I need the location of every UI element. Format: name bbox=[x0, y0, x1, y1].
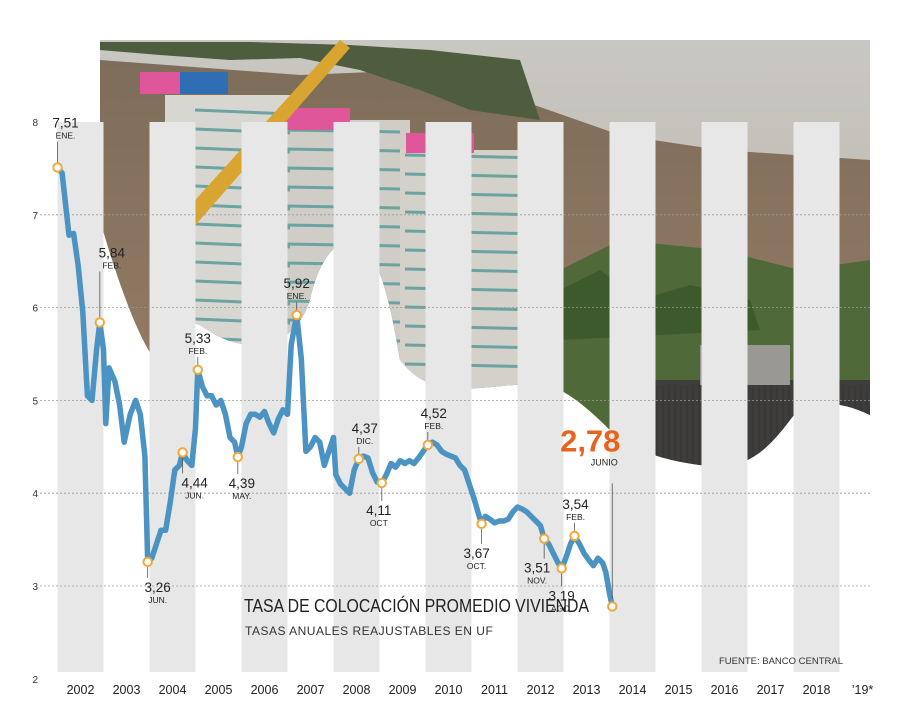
data-point-marker bbox=[94, 317, 106, 328]
x-tick-label: 2002 bbox=[67, 683, 95, 697]
annotation-label: MAY. bbox=[232, 491, 251, 501]
x-tick-label: 2004 bbox=[159, 683, 187, 697]
y-tick-label: 6 bbox=[32, 304, 38, 315]
data-point-marker bbox=[538, 533, 550, 544]
annotation-label: JUNIO bbox=[591, 457, 618, 467]
data-point-marker bbox=[607, 601, 618, 612]
annotation-label: DIC. bbox=[356, 436, 373, 446]
data-point-marker bbox=[569, 530, 580, 542]
year-band bbox=[517, 122, 564, 672]
x-tick-label: 2008 bbox=[343, 683, 371, 697]
annotation-label: JUN. bbox=[148, 595, 167, 605]
x-tick-label: ’19* bbox=[852, 683, 874, 697]
source-label: FUENTE: BANCO CENTRAL bbox=[719, 656, 843, 667]
year-band bbox=[149, 122, 196, 672]
year-band bbox=[241, 122, 288, 672]
annotation-label: OCT bbox=[370, 518, 388, 528]
x-tick-label: 2015 bbox=[665, 683, 693, 697]
annotation-value: 4,52 bbox=[421, 406, 447, 421]
annotation-value: 3,19 bbox=[549, 588, 575, 603]
data-point-marker bbox=[291, 309, 302, 321]
data-point-marker bbox=[192, 364, 204, 375]
annotation-label: FEB. bbox=[188, 346, 207, 356]
annotation-markers: 7,51ENE.5,84FEB.3,26JUN.4,44JUN.5,33FEB.… bbox=[52, 115, 620, 613]
year-band bbox=[701, 122, 748, 672]
annotation-value: 4,39 bbox=[229, 476, 255, 491]
y-tick-label: 8 bbox=[32, 118, 38, 129]
x-tick-label: 2005 bbox=[205, 683, 233, 697]
annotation-value: 3,26 bbox=[145, 580, 171, 595]
x-tick-label: 2003 bbox=[113, 683, 141, 697]
x-axis: 2002 2003 2004 2005 2006 2007 2008 2009 2010 2011… bbox=[67, 683, 874, 697]
x-tick-label: 2018 bbox=[803, 683, 831, 697]
year-band bbox=[609, 122, 656, 672]
y-tick-label: 7 bbox=[32, 211, 38, 222]
x-tick-label: 2010 bbox=[435, 683, 463, 697]
x-tick-label: 2016 bbox=[711, 683, 739, 697]
data-point-marker bbox=[556, 563, 567, 574]
y-tick-label: 2 bbox=[32, 675, 38, 686]
annotation-value: 4,11 bbox=[366, 503, 391, 518]
annotation-value: 3,51 bbox=[524, 561, 550, 576]
x-tick-label: 2012 bbox=[527, 683, 555, 697]
annotation-value: 3,54 bbox=[562, 497, 589, 512]
annotation-label: FEB. bbox=[102, 260, 121, 270]
year-band bbox=[333, 122, 380, 672]
annotation-value: 5,33 bbox=[185, 331, 211, 346]
y-tick-label: 4 bbox=[32, 489, 38, 500]
annotation-value: 5,84 bbox=[99, 245, 126, 260]
x-tick-label: 2014 bbox=[619, 683, 647, 697]
data-point-marker bbox=[376, 477, 387, 489]
data-point-marker bbox=[52, 162, 63, 173]
data-point-marker bbox=[142, 556, 153, 568]
x-tick-label: 2007 bbox=[297, 683, 325, 697]
data-point-marker bbox=[476, 518, 487, 530]
year-band bbox=[793, 122, 840, 672]
annotation-label: ENE. bbox=[287, 291, 307, 301]
annotation-value: 7,51 bbox=[52, 115, 78, 130]
annotation-value: 4,37 bbox=[352, 421, 378, 436]
annotation-value: 4,44 bbox=[181, 475, 208, 490]
data-point-marker bbox=[232, 451, 244, 463]
annotation-value: 3,67 bbox=[463, 546, 489, 561]
annotation-value: 5,92 bbox=[284, 276, 310, 291]
chart-subtitle: TASAS ANUALES REAJUSTABLES EN UF bbox=[245, 624, 493, 638]
year-bands bbox=[57, 122, 840, 672]
annotation-label: OCT. bbox=[467, 561, 486, 571]
annotation-label: AGO. bbox=[551, 603, 572, 613]
annotation-label: NOV. bbox=[527, 576, 547, 586]
annotation-label: ENE. bbox=[56, 130, 76, 140]
year-band bbox=[425, 122, 472, 672]
x-tick-label: 2011 bbox=[481, 683, 508, 697]
x-tick-label: 2009 bbox=[389, 683, 417, 697]
annotation-label: FEB. bbox=[566, 512, 585, 522]
annotation-value: 2,78 bbox=[560, 423, 620, 458]
y-axis: 2 3 4 5 6 7 8 bbox=[32, 118, 38, 686]
data-point-marker bbox=[177, 447, 188, 458]
x-tick-label: 2013 bbox=[573, 683, 601, 697]
y-tick-label: 5 bbox=[32, 396, 38, 407]
data-point-marker bbox=[422, 439, 433, 451]
x-tick-label: 2006 bbox=[251, 683, 279, 697]
annotation-label: FEB. bbox=[424, 421, 443, 431]
y-tick-label: 3 bbox=[32, 582, 38, 593]
x-tick-label: 2017 bbox=[757, 683, 785, 697]
data-point-marker bbox=[353, 453, 364, 465]
chart-title: TASA DE COLOCACIÓN PROMEDIO VIVIENDA bbox=[244, 595, 590, 616]
annotation-label: JUN. bbox=[185, 490, 204, 500]
